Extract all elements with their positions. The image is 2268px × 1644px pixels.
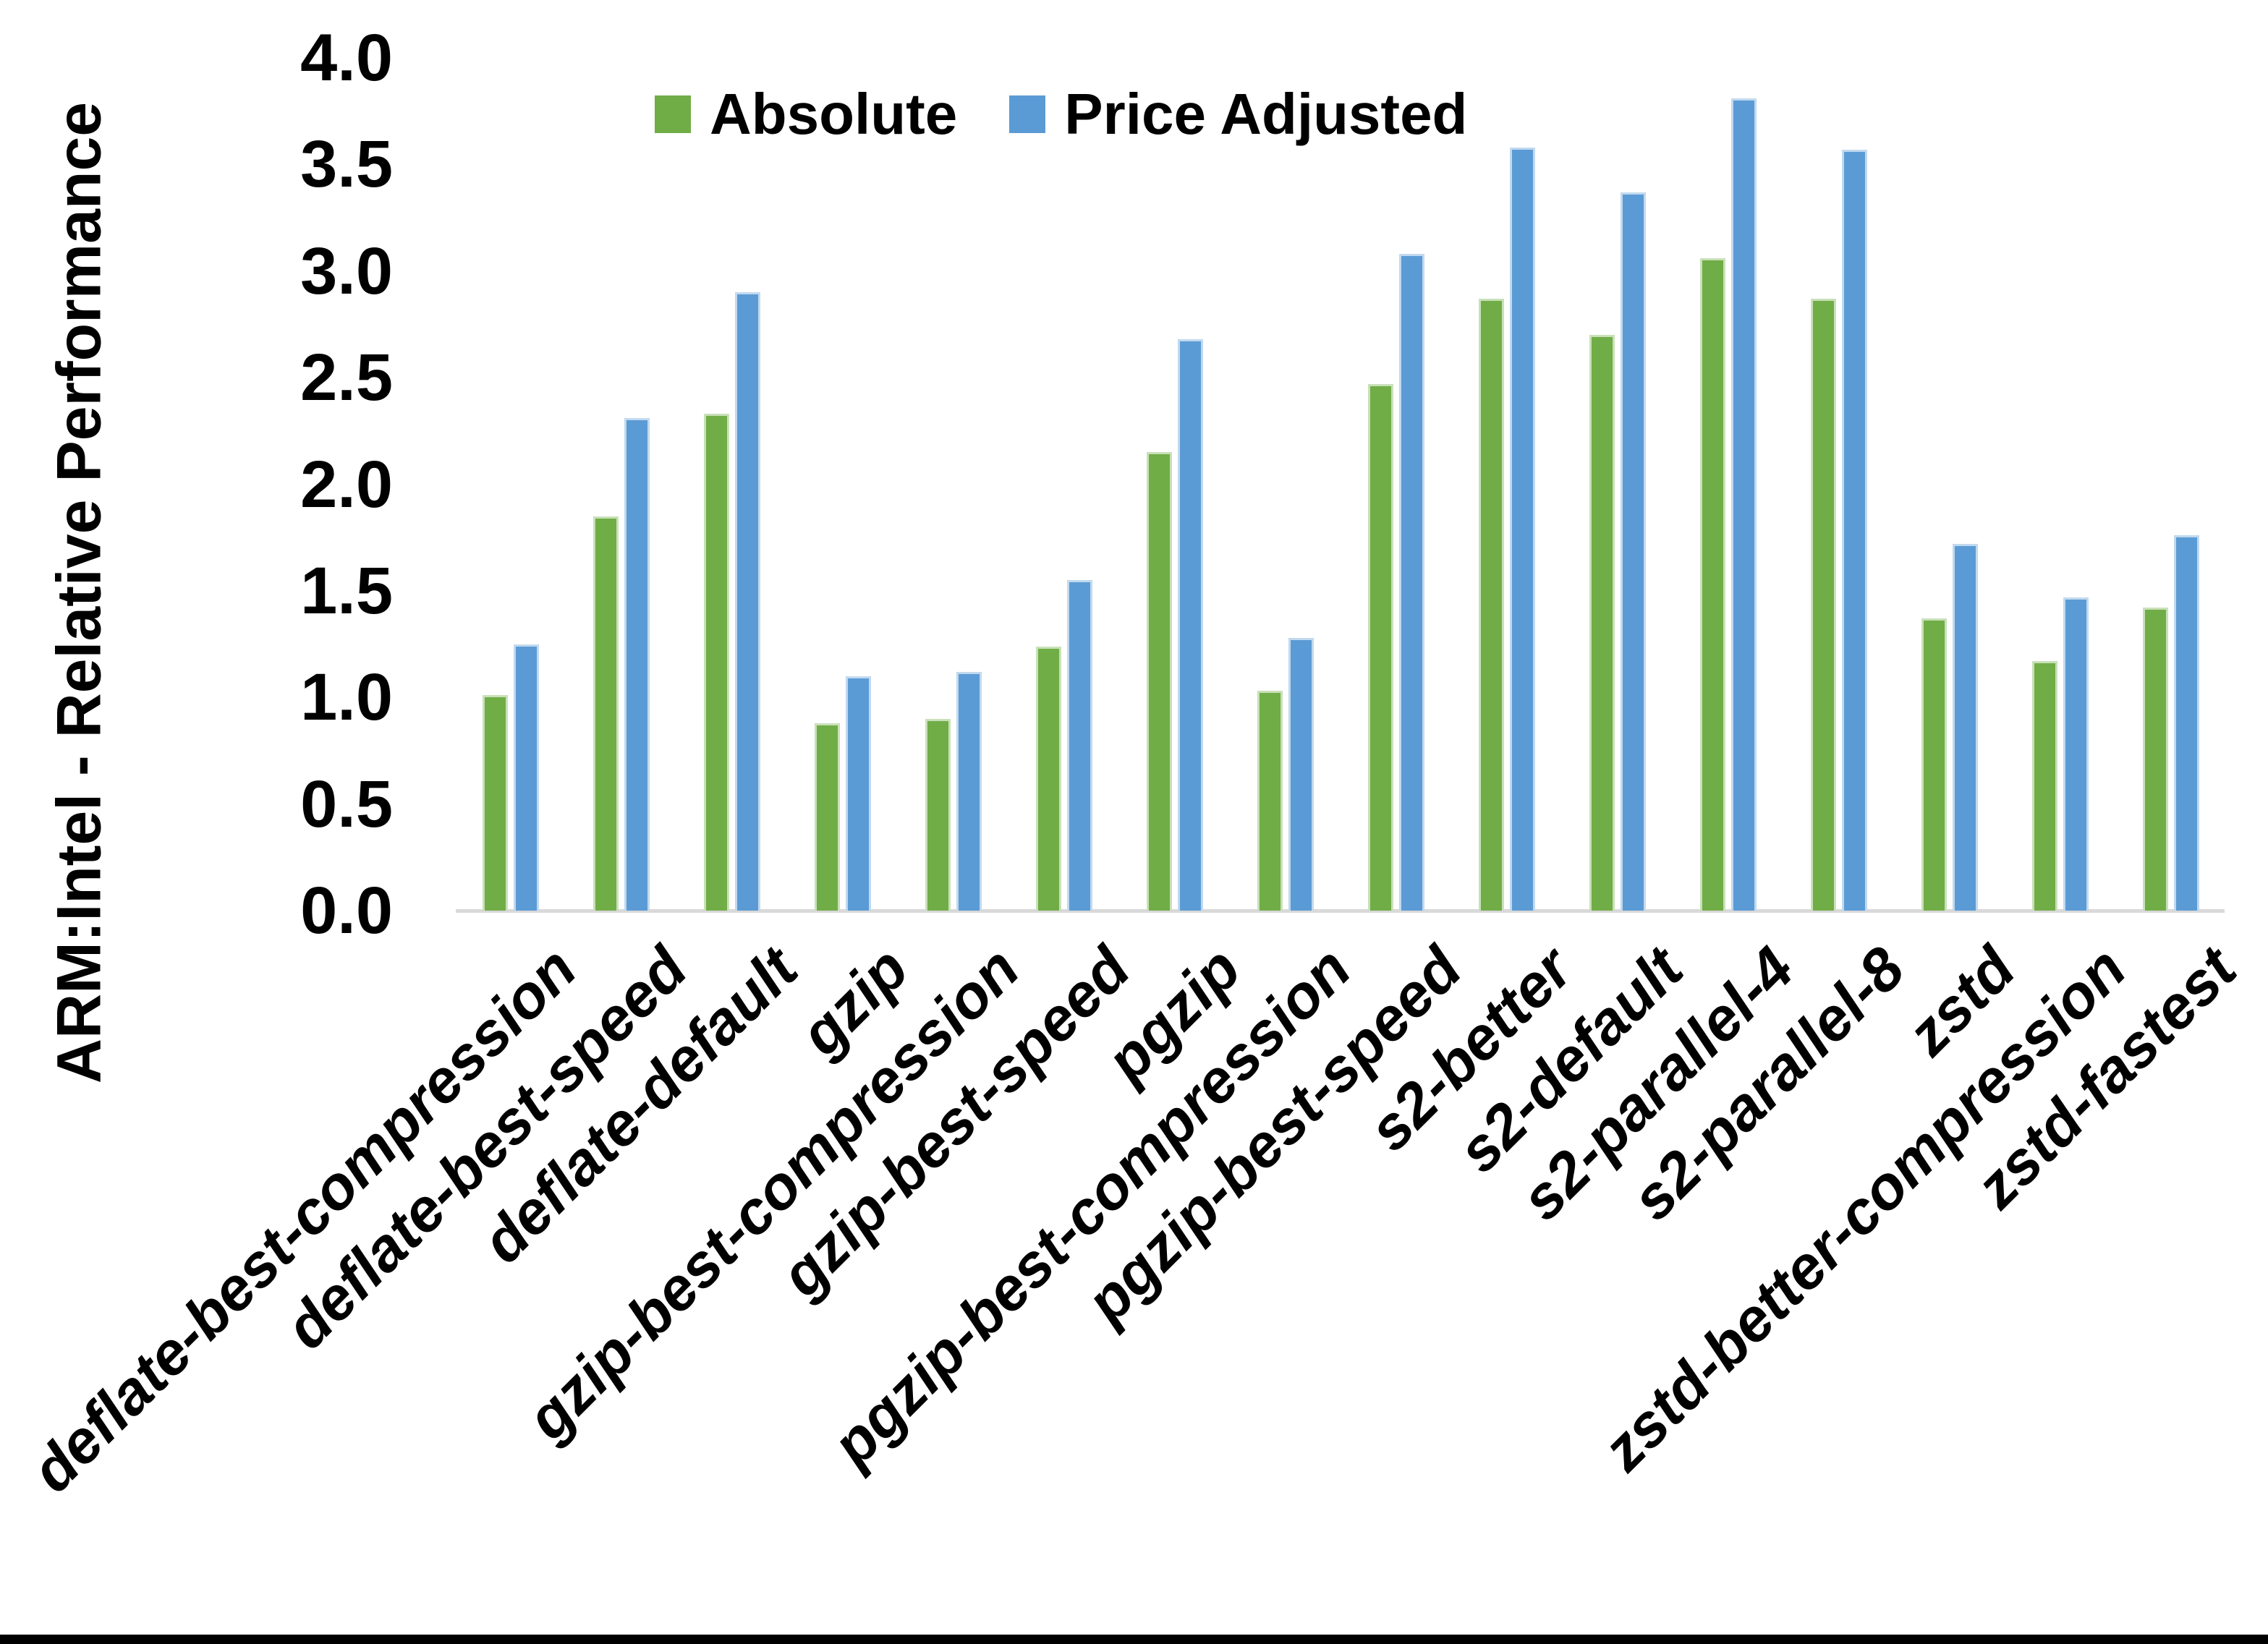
bar-price-adjusted-s2-default	[1621, 192, 1646, 911]
bar-absolute-zstd-fastest	[2143, 608, 2168, 911]
legend-label-absolute: Absolute	[710, 82, 958, 146]
bar-absolute-zstd-better-compression	[2032, 661, 2057, 911]
bottom-border-bar	[0, 1635, 2268, 1644]
bar-absolute-s2-parallel-4	[1700, 258, 1725, 911]
bar-absolute-gzip	[815, 723, 840, 911]
bar-absolute-deflate-default	[704, 414, 729, 911]
legend: Absolute Price Adjusted	[655, 81, 1467, 148]
bar-absolute-s2-default	[1589, 335, 1615, 911]
bar-absolute-deflate-best-compression	[483, 695, 508, 911]
bar-price-adjusted-pgzip-best-speed	[1399, 254, 1424, 911]
bar-price-adjusted-gzip-best-speed	[1067, 580, 1092, 911]
legend-swatch-price-adjusted-icon	[1009, 95, 1046, 133]
bar-price-adjusted-pgzip-best-compression	[1288, 638, 1314, 911]
y-tick-2.5: 2.5	[300, 341, 393, 415]
bar-price-adjusted-deflate-best-compression	[514, 644, 539, 911]
bar-price-adjusted-deflate-default	[735, 292, 760, 911]
x-axis-baseline	[456, 909, 2225, 913]
bar-price-adjusted-gzip-best-compression	[956, 672, 982, 911]
y-tick-1.0: 1.0	[300, 660, 393, 735]
bar-price-adjusted-s2-parallel-4	[1731, 98, 1757, 911]
y-axis-title: ARM:Intel - Relative Performance	[44, 101, 114, 1084]
bar-absolute-pgzip	[1147, 452, 1172, 911]
bar-price-adjusted-s2-better	[1510, 148, 1535, 911]
bar-absolute-pgzip-best-compression	[1257, 691, 1283, 911]
bar-price-adjusted-zstd	[1953, 544, 1978, 911]
bar-absolute-gzip-best-speed	[1036, 647, 1061, 911]
y-tick-0.0: 0.0	[300, 874, 393, 947]
y-tick-0.5: 0.5	[300, 767, 393, 841]
y-tick-3.5: 3.5	[300, 127, 393, 202]
legend-item-price-adjusted: Price Adjusted	[1009, 85, 1467, 143]
legend-swatch-absolute-icon	[655, 95, 691, 133]
bar-absolute-zstd	[1921, 618, 1947, 911]
bar-price-adjusted-zstd-fastest	[2174, 535, 2199, 911]
y-tick-4.0: 4.0	[300, 21, 393, 95]
bar-price-adjusted-gzip	[846, 676, 871, 911]
bar-absolute-pgzip-best-speed	[1368, 384, 1393, 911]
y-tick-2.0: 2.0	[300, 447, 393, 521]
legend-label-price-adjusted: Price Adjusted	[1064, 82, 1468, 146]
bar-absolute-s2-parallel-8	[1811, 299, 1836, 911]
bar-absolute-s2-better	[1479, 299, 1504, 911]
y-tick-1.5: 1.5	[300, 553, 393, 628]
y-tick-3.0: 3.0	[300, 234, 393, 308]
bar-price-adjusted-deflate-best-speed	[624, 418, 650, 911]
bar-absolute-gzip-best-compression	[925, 719, 951, 911]
bar-price-adjusted-zstd-better-compression	[2063, 597, 2089, 911]
bar-price-adjusted-s2-parallel-8	[1842, 150, 1867, 911]
bar-absolute-deflate-best-speed	[593, 516, 619, 911]
bar-price-adjusted-pgzip	[1178, 339, 1203, 911]
legend-item-absolute: Absolute	[655, 85, 957, 143]
